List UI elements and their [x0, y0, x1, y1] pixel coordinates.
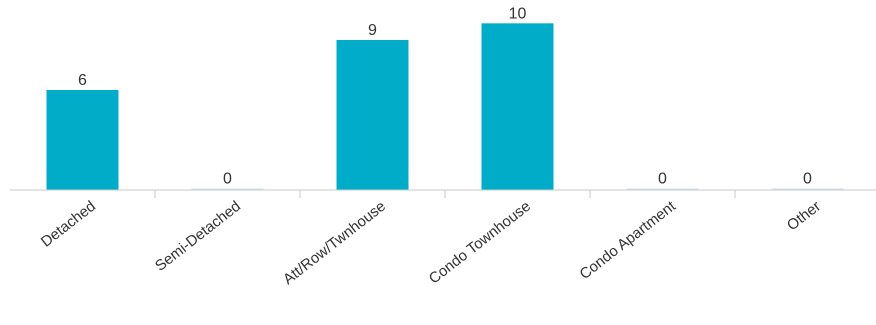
bar-3 — [481, 23, 554, 191]
data-labels-group: 6 0 9 10 0 0 — [78, 5, 812, 187]
bar-2 — [336, 40, 409, 190]
x-tick-label-4: Condo Apartment — [576, 197, 679, 283]
data-label-4: 0 — [658, 171, 667, 188]
data-label-3: 10 — [509, 5, 527, 22]
bar-1 — [191, 188, 264, 190]
x-tick-labels-group: Detached Semi-Detached Att/Row/Twnhouse Con… — [38, 197, 824, 288]
bars-group — [46, 23, 844, 191]
x-tick-label-1: Semi-Detached — [152, 198, 244, 275]
x-tick-label-0: Detached — [38, 198, 99, 251]
bar-0 — [46, 90, 119, 190]
x-axis-ticks-group — [154, 190, 736, 198]
x-tick-label-3: Condo Townhouse — [426, 198, 534, 288]
bar-5 — [771, 188, 844, 190]
data-label-1: 0 — [223, 171, 232, 188]
data-label-2: 9 — [368, 22, 377, 39]
x-tick-label-2: Att/Row/Twnhouse — [280, 198, 389, 288]
data-label-0: 6 — [78, 72, 87, 89]
bar-4 — [626, 188, 699, 190]
x-tick-label-5: Other — [784, 198, 824, 234]
data-label-5: 0 — [803, 171, 812, 188]
